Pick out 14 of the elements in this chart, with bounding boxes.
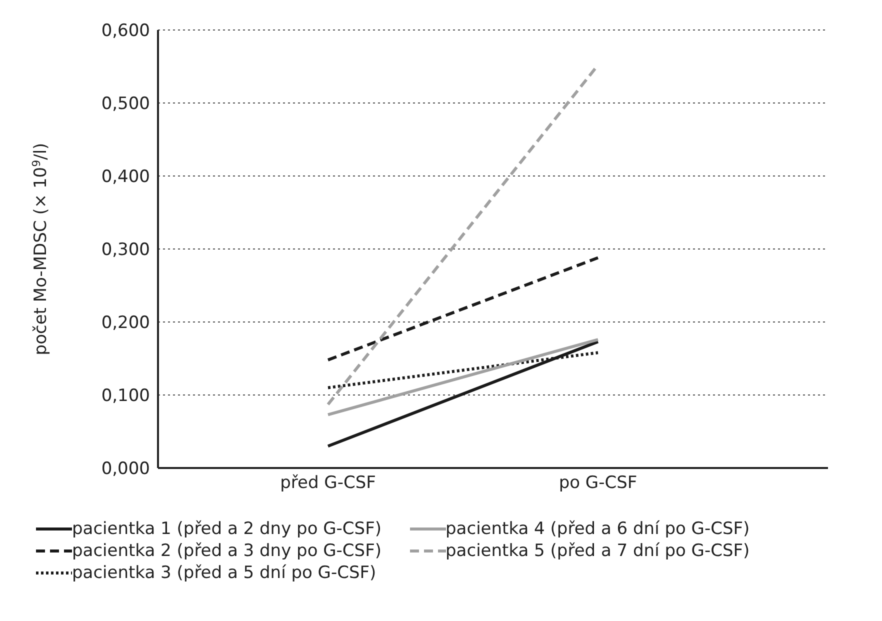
y-tick-label: 0,000 (101, 459, 150, 480)
y-tick-label: 0,500 (101, 94, 150, 114)
x-tick-label: po G-CSF (558, 473, 638, 494)
legend-label: pacientka 4 (před a 6 dní po G-CSF) (446, 519, 750, 539)
y-tick-label: 0,300 (101, 240, 150, 260)
y-tick-label: 0,100 (101, 386, 150, 406)
y-tick-label: 0,400 (101, 167, 150, 188)
legend-label: pacientka 5 (před a 7 dní po G-CSF) (446, 541, 750, 561)
x-tick-label: před G-CSF (280, 473, 376, 494)
legend-label: pacientka 3 (před a 5 dní po G-CSF) (72, 563, 376, 583)
y-tick-label: 0,600 (101, 21, 150, 42)
legend-label: pacientka 2 (před a 3 dny po G-CSF) (72, 541, 382, 561)
legend-label: pacientka 1 (před a 2 dny po G-CSF) (72, 519, 382, 539)
y-tick-label: 0,200 (101, 313, 150, 334)
